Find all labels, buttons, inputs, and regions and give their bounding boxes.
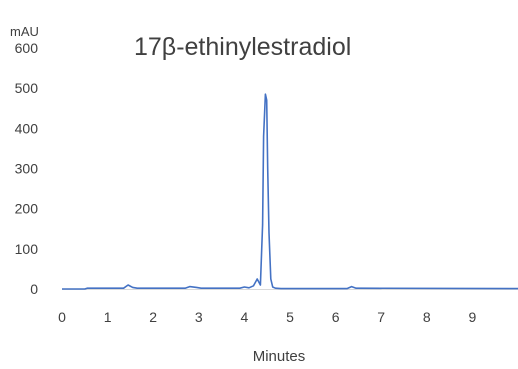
y-tick-label: 0 [30, 281, 38, 297]
x-tick-label: 5 [286, 309, 294, 325]
x-tick-label: 0 [58, 309, 66, 325]
y-tick-labels: 0 100 200 300 400 500 600 [15, 40, 39, 297]
x-tick-label: 1 [104, 309, 112, 325]
y-tick-label: 100 [15, 241, 39, 257]
x-tick-label: 8 [423, 309, 431, 325]
x-tick-label: 2 [149, 309, 157, 325]
x-axis-label: Minutes [253, 348, 306, 365]
y-tick-label: 400 [15, 120, 39, 136]
x-tick-labels: 0 1 2 3 4 5 6 7 8 9 [58, 309, 476, 325]
chart-title: 17β-ethinylestradiol [134, 33, 351, 61]
chromatogram-trace [62, 93, 518, 290]
x-tick-label: 4 [241, 309, 249, 325]
y-tick-label: 500 [15, 80, 39, 96]
x-tick-label: 7 [377, 309, 385, 325]
y-axis-unit: mAU [10, 24, 39, 39]
x-tick-label: 9 [469, 309, 477, 325]
y-tick-label: 300 [15, 161, 39, 177]
y-tick-label: 600 [15, 40, 39, 56]
x-tick-label: 3 [195, 309, 203, 325]
y-tick-label: 200 [15, 201, 39, 217]
x-tick-label: 6 [332, 309, 340, 325]
